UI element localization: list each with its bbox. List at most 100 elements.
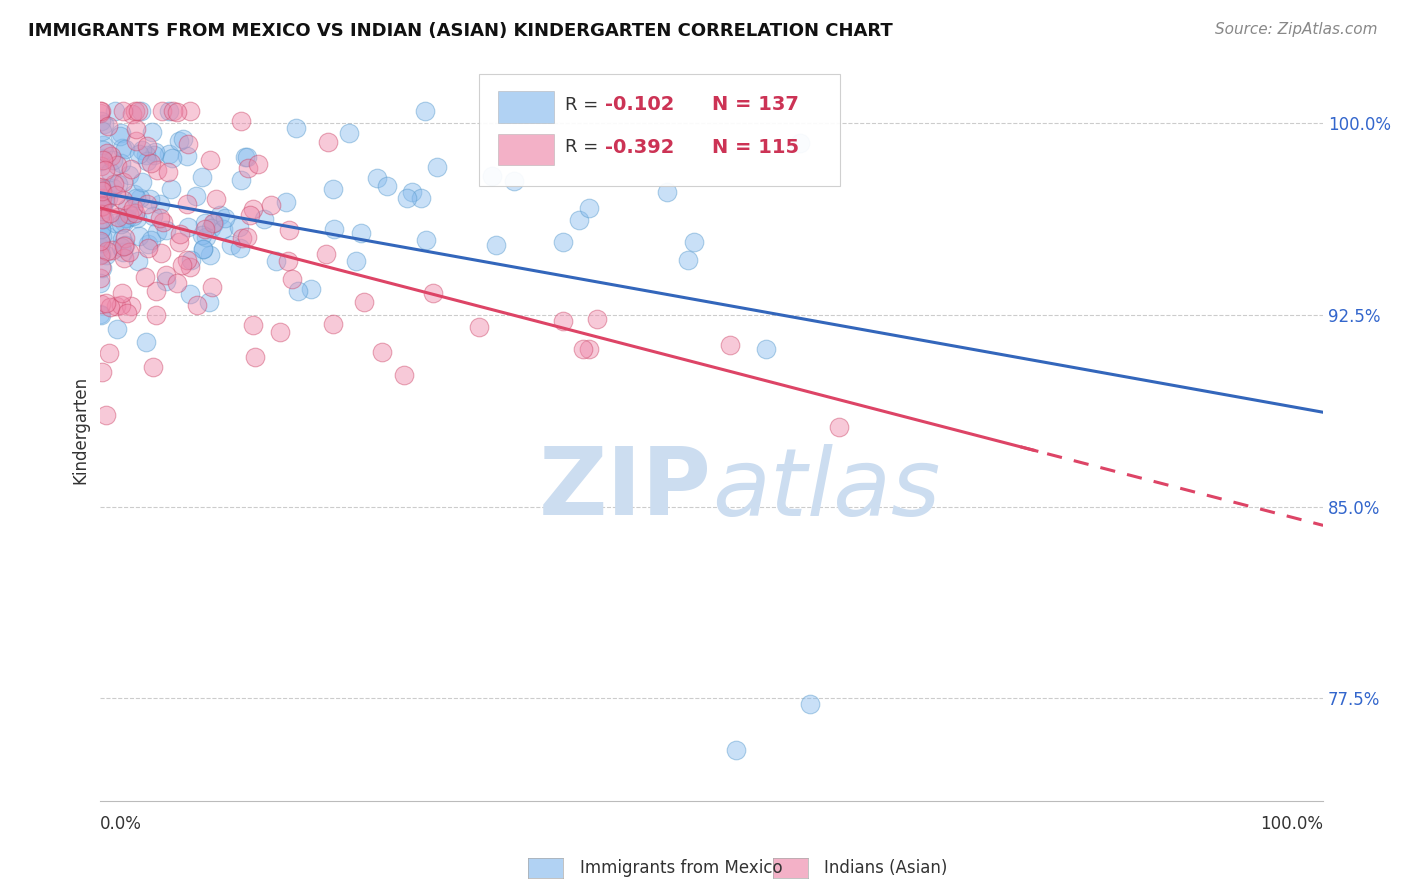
- Point: [94, 296, 117, 310]
- Point: [122, 187, 145, 202]
- Text: N = 115: N = 115: [711, 137, 799, 156]
- Point: [110, 240, 132, 254]
- Text: R =: R =: [565, 95, 605, 114]
- Point: [90, 159, 112, 173]
- Point: [131, 143, 153, 157]
- Point: [243, 351, 266, 365]
- Point: [112, 251, 135, 265]
- Point: [322, 182, 344, 196]
- Text: N = 137: N = 137: [711, 95, 799, 114]
- Point: [111, 103, 134, 118]
- Point: [114, 238, 136, 252]
- Point: [131, 175, 153, 189]
- Point: [93, 193, 115, 207]
- Point: [93, 212, 115, 227]
- Point: [551, 235, 574, 250]
- Point: [90, 297, 112, 311]
- Point: [90, 308, 112, 322]
- Point: [162, 103, 184, 118]
- FancyBboxPatch shape: [498, 92, 554, 122]
- Point: [221, 238, 243, 252]
- Point: [285, 120, 308, 135]
- Point: [170, 259, 193, 273]
- Point: [90, 188, 112, 202]
- Point: [122, 201, 145, 215]
- Point: [176, 149, 198, 163]
- Point: [426, 160, 449, 174]
- Point: [149, 211, 172, 225]
- Point: [150, 103, 173, 118]
- Point: [366, 170, 388, 185]
- Point: [145, 162, 167, 177]
- Point: [114, 211, 136, 226]
- Point: [89, 277, 111, 291]
- Point: [239, 208, 262, 222]
- Point: [287, 284, 309, 298]
- Text: -0.392: -0.392: [606, 137, 675, 156]
- Point: [90, 183, 112, 197]
- Point: [396, 191, 419, 205]
- Text: -0.102: -0.102: [606, 95, 675, 114]
- Point: [111, 232, 134, 246]
- Point: [90, 228, 112, 243]
- Point: [111, 244, 134, 259]
- Point: [104, 188, 127, 202]
- Point: [204, 192, 226, 206]
- Point: [118, 245, 141, 260]
- Point: [157, 147, 180, 161]
- Text: IMMIGRANTS FROM MEXICO VS INDIAN (ASIAN) KINDERGARTEN CORRELATION CHART: IMMIGRANTS FROM MEXICO VS INDIAN (ASIAN)…: [28, 22, 893, 40]
- Point: [828, 420, 851, 434]
- Point: [229, 241, 252, 255]
- Point: [235, 150, 257, 164]
- Point: [231, 231, 253, 245]
- Point: [134, 269, 156, 284]
- Point: [299, 282, 322, 296]
- Point: [98, 300, 121, 314]
- Point: [124, 206, 146, 220]
- Point: [191, 243, 214, 257]
- Point: [90, 260, 112, 275]
- Point: [344, 254, 367, 268]
- Point: [578, 342, 600, 356]
- Point: [264, 254, 287, 268]
- Point: [135, 148, 157, 162]
- Point: [112, 214, 135, 228]
- Point: [725, 742, 748, 756]
- Point: [93, 117, 115, 131]
- Point: [142, 360, 165, 375]
- Point: [125, 211, 148, 226]
- Point: [755, 343, 778, 357]
- Point: [485, 238, 508, 252]
- Point: [127, 253, 149, 268]
- Point: [135, 139, 157, 153]
- Point: [122, 209, 145, 223]
- Point: [799, 697, 821, 711]
- Point: [91, 191, 114, 205]
- Point: [184, 189, 207, 203]
- Point: [177, 136, 200, 151]
- Point: [90, 235, 112, 250]
- Point: [316, 135, 339, 149]
- Point: [242, 202, 264, 217]
- Point: [96, 228, 118, 243]
- Point: [167, 134, 190, 148]
- Point: [235, 230, 257, 244]
- Point: [136, 153, 159, 168]
- Point: [89, 234, 111, 248]
- Point: [118, 207, 141, 221]
- Point: [110, 126, 132, 140]
- Point: [568, 213, 591, 227]
- Text: Indians (Asian): Indians (Asian): [824, 859, 948, 877]
- Point: [112, 175, 135, 189]
- Point: [91, 143, 114, 157]
- Point: [789, 136, 811, 151]
- Point: [228, 219, 250, 234]
- Point: [103, 153, 125, 167]
- Point: [166, 105, 188, 120]
- Point: [152, 215, 174, 229]
- Point: [104, 299, 127, 313]
- Text: Source: ZipAtlas.com: Source: ZipAtlas.com: [1215, 22, 1378, 37]
- Point: [142, 209, 165, 223]
- Point: [172, 132, 194, 146]
- Point: [260, 198, 283, 212]
